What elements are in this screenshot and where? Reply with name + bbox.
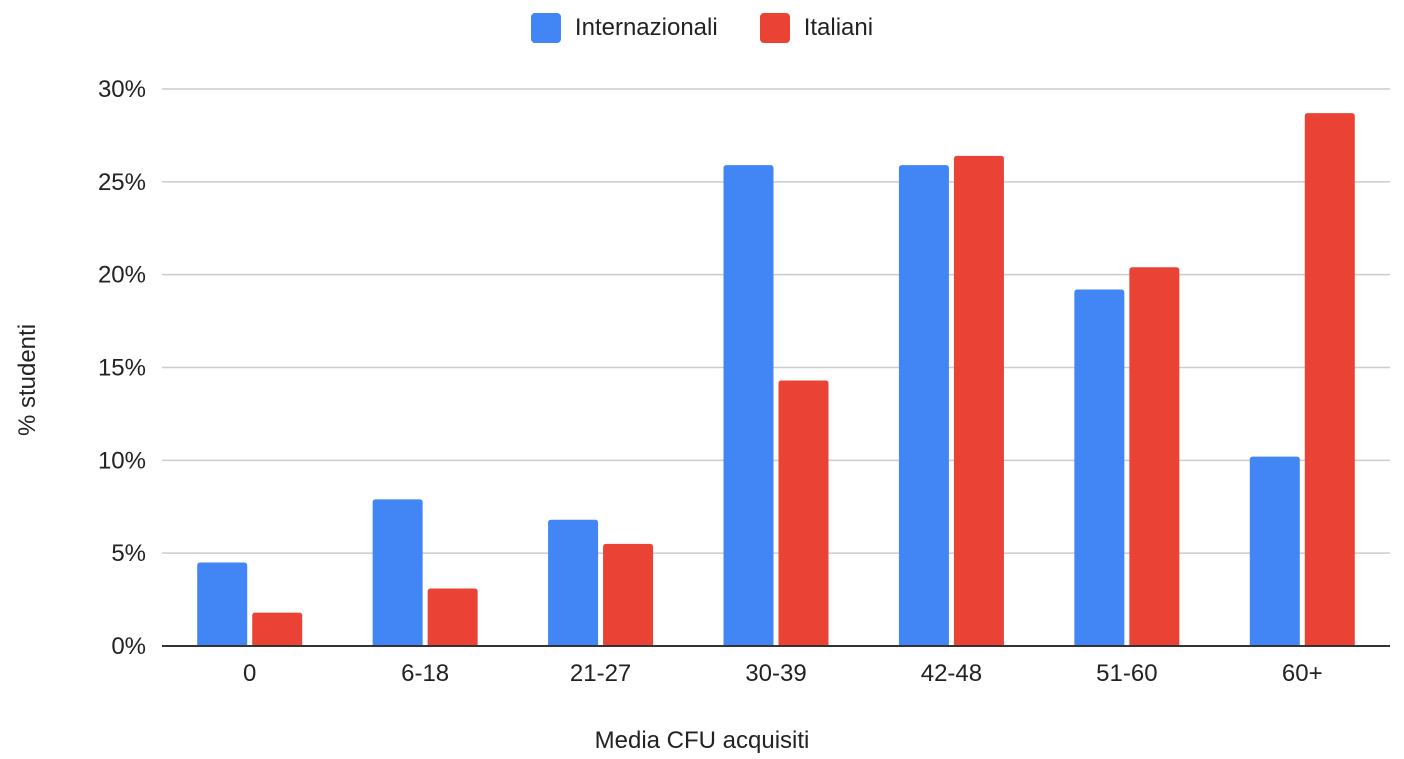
x-tick-label: 6-18 [401, 660, 449, 687]
bar-series-1 [723, 165, 774, 646]
y-tick-label: 10% [98, 447, 146, 474]
y-axis-label: % studenti [14, 323, 41, 437]
x-tick-label: 0 [243, 660, 256, 687]
y-tick-label: 30% [98, 76, 146, 103]
legend-label-series-1: Internazionali [574, 14, 718, 41]
y-tick-label: 0% [111, 633, 146, 660]
bar-series-2 [953, 155, 1004, 646]
y-tick-label: 25% [98, 169, 146, 196]
chart-legend: Internazionali Italiani [0, 10, 1404, 46]
bar-series-1 [898, 165, 949, 646]
legend-swatch-series-1 [530, 13, 561, 43]
x-tick-label: 21-27 [570, 660, 631, 687]
x-axis-label: Media CFU acquisiti [594, 727, 810, 754]
y-tick-label: 5% [111, 540, 146, 567]
legend-item-series-1: Internazionali [530, 13, 718, 43]
bar-series-2 [1304, 113, 1355, 647]
bar-series-2 [1129, 267, 1180, 646]
x-tick-label: 30-39 [745, 660, 806, 687]
bar-series-2 [427, 588, 478, 646]
x-tick-label: 60+ [1282, 660, 1323, 687]
y-tick-label: 20% [98, 262, 146, 289]
y-tick-label: 15% [98, 355, 146, 382]
bar-series-2 [252, 612, 303, 646]
x-tick-label: 51-60 [1096, 660, 1157, 687]
bar-series-2 [603, 543, 654, 646]
x-tick-label: 42-48 [921, 660, 982, 687]
legend-swatch-series-2 [759, 13, 790, 43]
legend-label-series-2: Italiani [803, 14, 874, 41]
bar-series-1 [197, 562, 248, 646]
bar-series-1 [548, 519, 599, 646]
bar-series-2 [778, 380, 829, 646]
bar-series-1 [1249, 456, 1300, 646]
bar-series-1 [372, 499, 423, 646]
bar-series-1 [1074, 289, 1125, 646]
legend-item-series-2: Italiani [759, 13, 874, 43]
